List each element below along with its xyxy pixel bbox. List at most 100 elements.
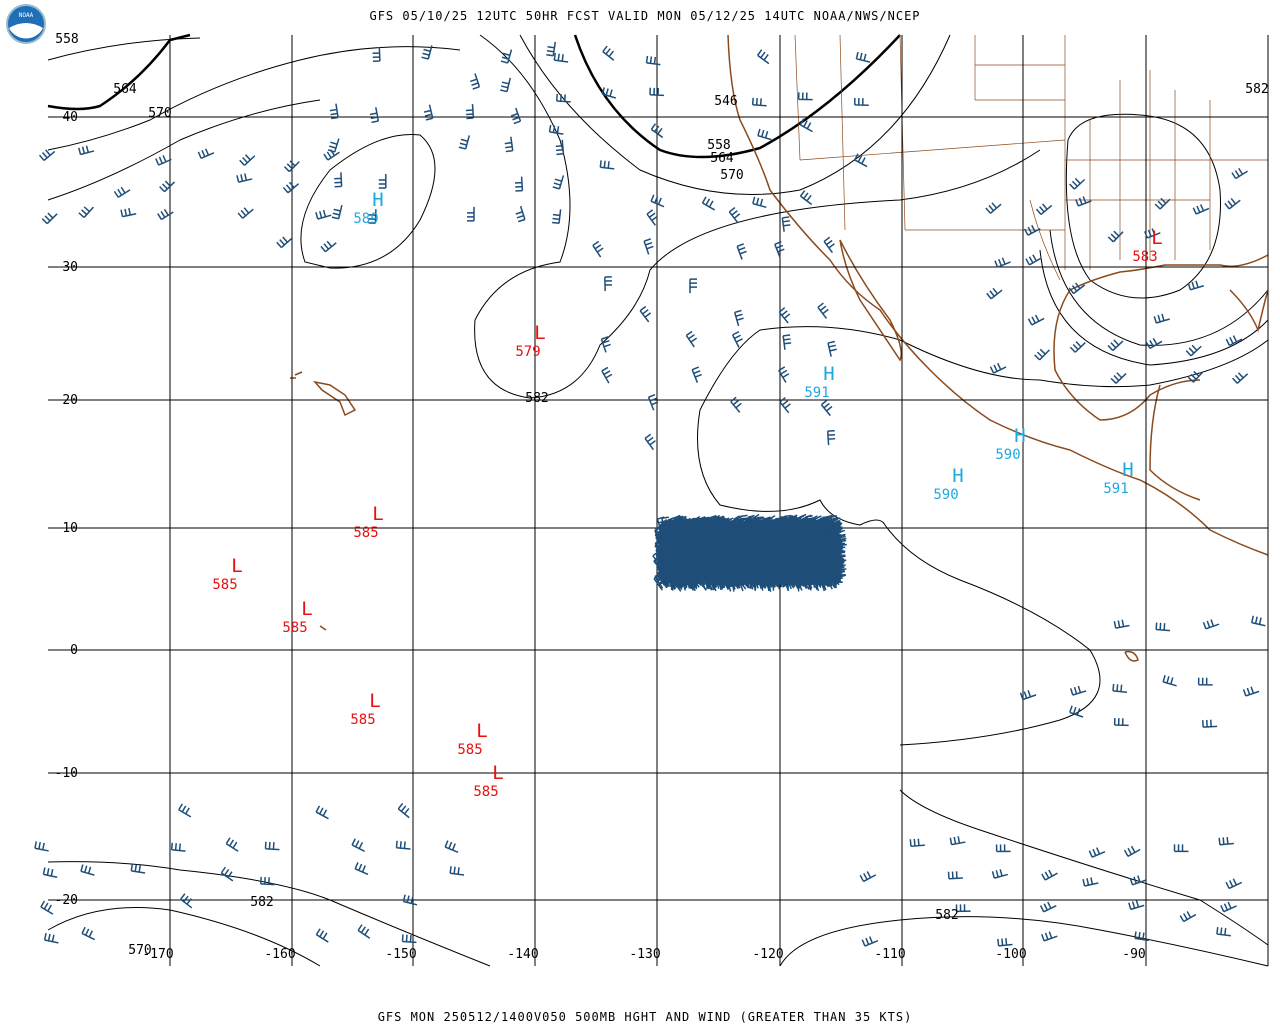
wind-barb [735, 310, 744, 325]
wind-barb [600, 160, 614, 169]
wind-barb [79, 207, 94, 218]
wind-barb [121, 208, 136, 216]
wind-barb [1154, 314, 1169, 323]
logo-text: NOAA [19, 12, 34, 19]
wind-barb [1233, 373, 1248, 384]
wind-barb [1199, 678, 1213, 685]
noaa-logo: NOAA [7, 5, 45, 43]
wind-barb [43, 868, 57, 878]
wind-barb [1175, 844, 1189, 851]
wind-barb [1130, 876, 1146, 885]
wind-barb [396, 841, 410, 849]
wind-barb [729, 208, 739, 223]
wind-barb [1026, 255, 1042, 265]
wind-barb [987, 288, 1002, 298]
wind-barb [1252, 616, 1266, 626]
wind-barb [640, 307, 650, 322]
wind-barb [379, 174, 386, 188]
wind-barb [238, 208, 253, 219]
wind-barb [237, 173, 252, 182]
wind-barb [1083, 877, 1098, 886]
wind-barb [556, 140, 564, 155]
wind-barb [703, 197, 715, 210]
wind-barb [172, 843, 186, 851]
wind-barb [40, 150, 55, 161]
wind-barb [753, 197, 766, 207]
wind-barb [818, 303, 828, 318]
wind-barb [328, 139, 339, 152]
wind-barb [1070, 342, 1085, 353]
wind-barb [1108, 231, 1123, 242]
wind-barb [855, 154, 867, 167]
wind-barb [515, 177, 522, 191]
wind-barb [856, 52, 870, 62]
wind-barb [998, 938, 1013, 946]
wind-barb [1156, 623, 1170, 631]
wind-barb [1115, 718, 1129, 725]
wind-barb [1163, 675, 1176, 686]
wind-barb [821, 400, 831, 415]
wind-barb [800, 119, 812, 132]
wind-barb [603, 46, 614, 60]
wind-barb [1193, 204, 1209, 214]
wind-barb [1111, 373, 1126, 384]
wind-barb [35, 841, 49, 851]
wind-barb [986, 203, 1001, 214]
wind-barb [828, 341, 837, 356]
wind-barb [1028, 315, 1044, 325]
wind-barb [828, 431, 836, 445]
wind-barb [1217, 927, 1231, 936]
wind-barb [240, 155, 255, 166]
wind-barb [593, 242, 603, 258]
wind-barb [758, 50, 769, 64]
wind-barb [1221, 902, 1237, 912]
wind-barb [1037, 204, 1052, 215]
wind-barb [733, 332, 743, 348]
wind-barb [1225, 198, 1240, 208]
wind-barb [651, 195, 664, 207]
wind-barb [81, 865, 94, 876]
wind-barb [1219, 837, 1234, 845]
wind-barb [1113, 684, 1127, 692]
wind-barb [283, 182, 298, 193]
wind-barb [949, 871, 963, 878]
wind-barb [1146, 338, 1162, 348]
wind-barb [516, 206, 525, 221]
wind-barb [801, 191, 812, 205]
wind-barb [1203, 720, 1217, 727]
wind-barb [997, 844, 1011, 851]
wind-barb [198, 149, 214, 159]
wind-barb [1180, 911, 1196, 921]
wind-barb [370, 107, 378, 122]
wind-barb [862, 937, 878, 947]
wind-barb [358, 925, 370, 939]
wind-barb [645, 434, 655, 449]
wind-barb [467, 207, 474, 221]
wind-barb [1226, 336, 1242, 346]
wind-barb [1108, 340, 1123, 351]
wind-barb [334, 172, 341, 186]
wind-barb [1129, 900, 1144, 909]
map-caption: GFS MON 250512/1400V050 500MB HGHT AND W… [378, 1010, 913, 1024]
wind-barb [424, 105, 433, 120]
wind-barb [602, 367, 612, 383]
wind-barb [546, 42, 555, 56]
map-title: GFS 05/10/25 12UTC 50HR FCST VALID MON 0… [369, 9, 920, 23]
wind-barb [221, 867, 232, 881]
wind-barb [160, 181, 175, 192]
wind-barb [265, 842, 279, 850]
wind-barb [753, 98, 767, 106]
wind-barb [782, 217, 790, 232]
wind-barb [779, 308, 789, 323]
wind-barb [1089, 848, 1105, 858]
wind-barb [992, 869, 1007, 878]
wind-barb [511, 108, 520, 124]
wind-barb [332, 205, 342, 219]
wind-barb [1125, 846, 1141, 856]
wind-barb [995, 258, 1011, 267]
wind-barb [226, 838, 238, 851]
wind-barb [316, 929, 328, 942]
wind-barb [79, 146, 94, 155]
